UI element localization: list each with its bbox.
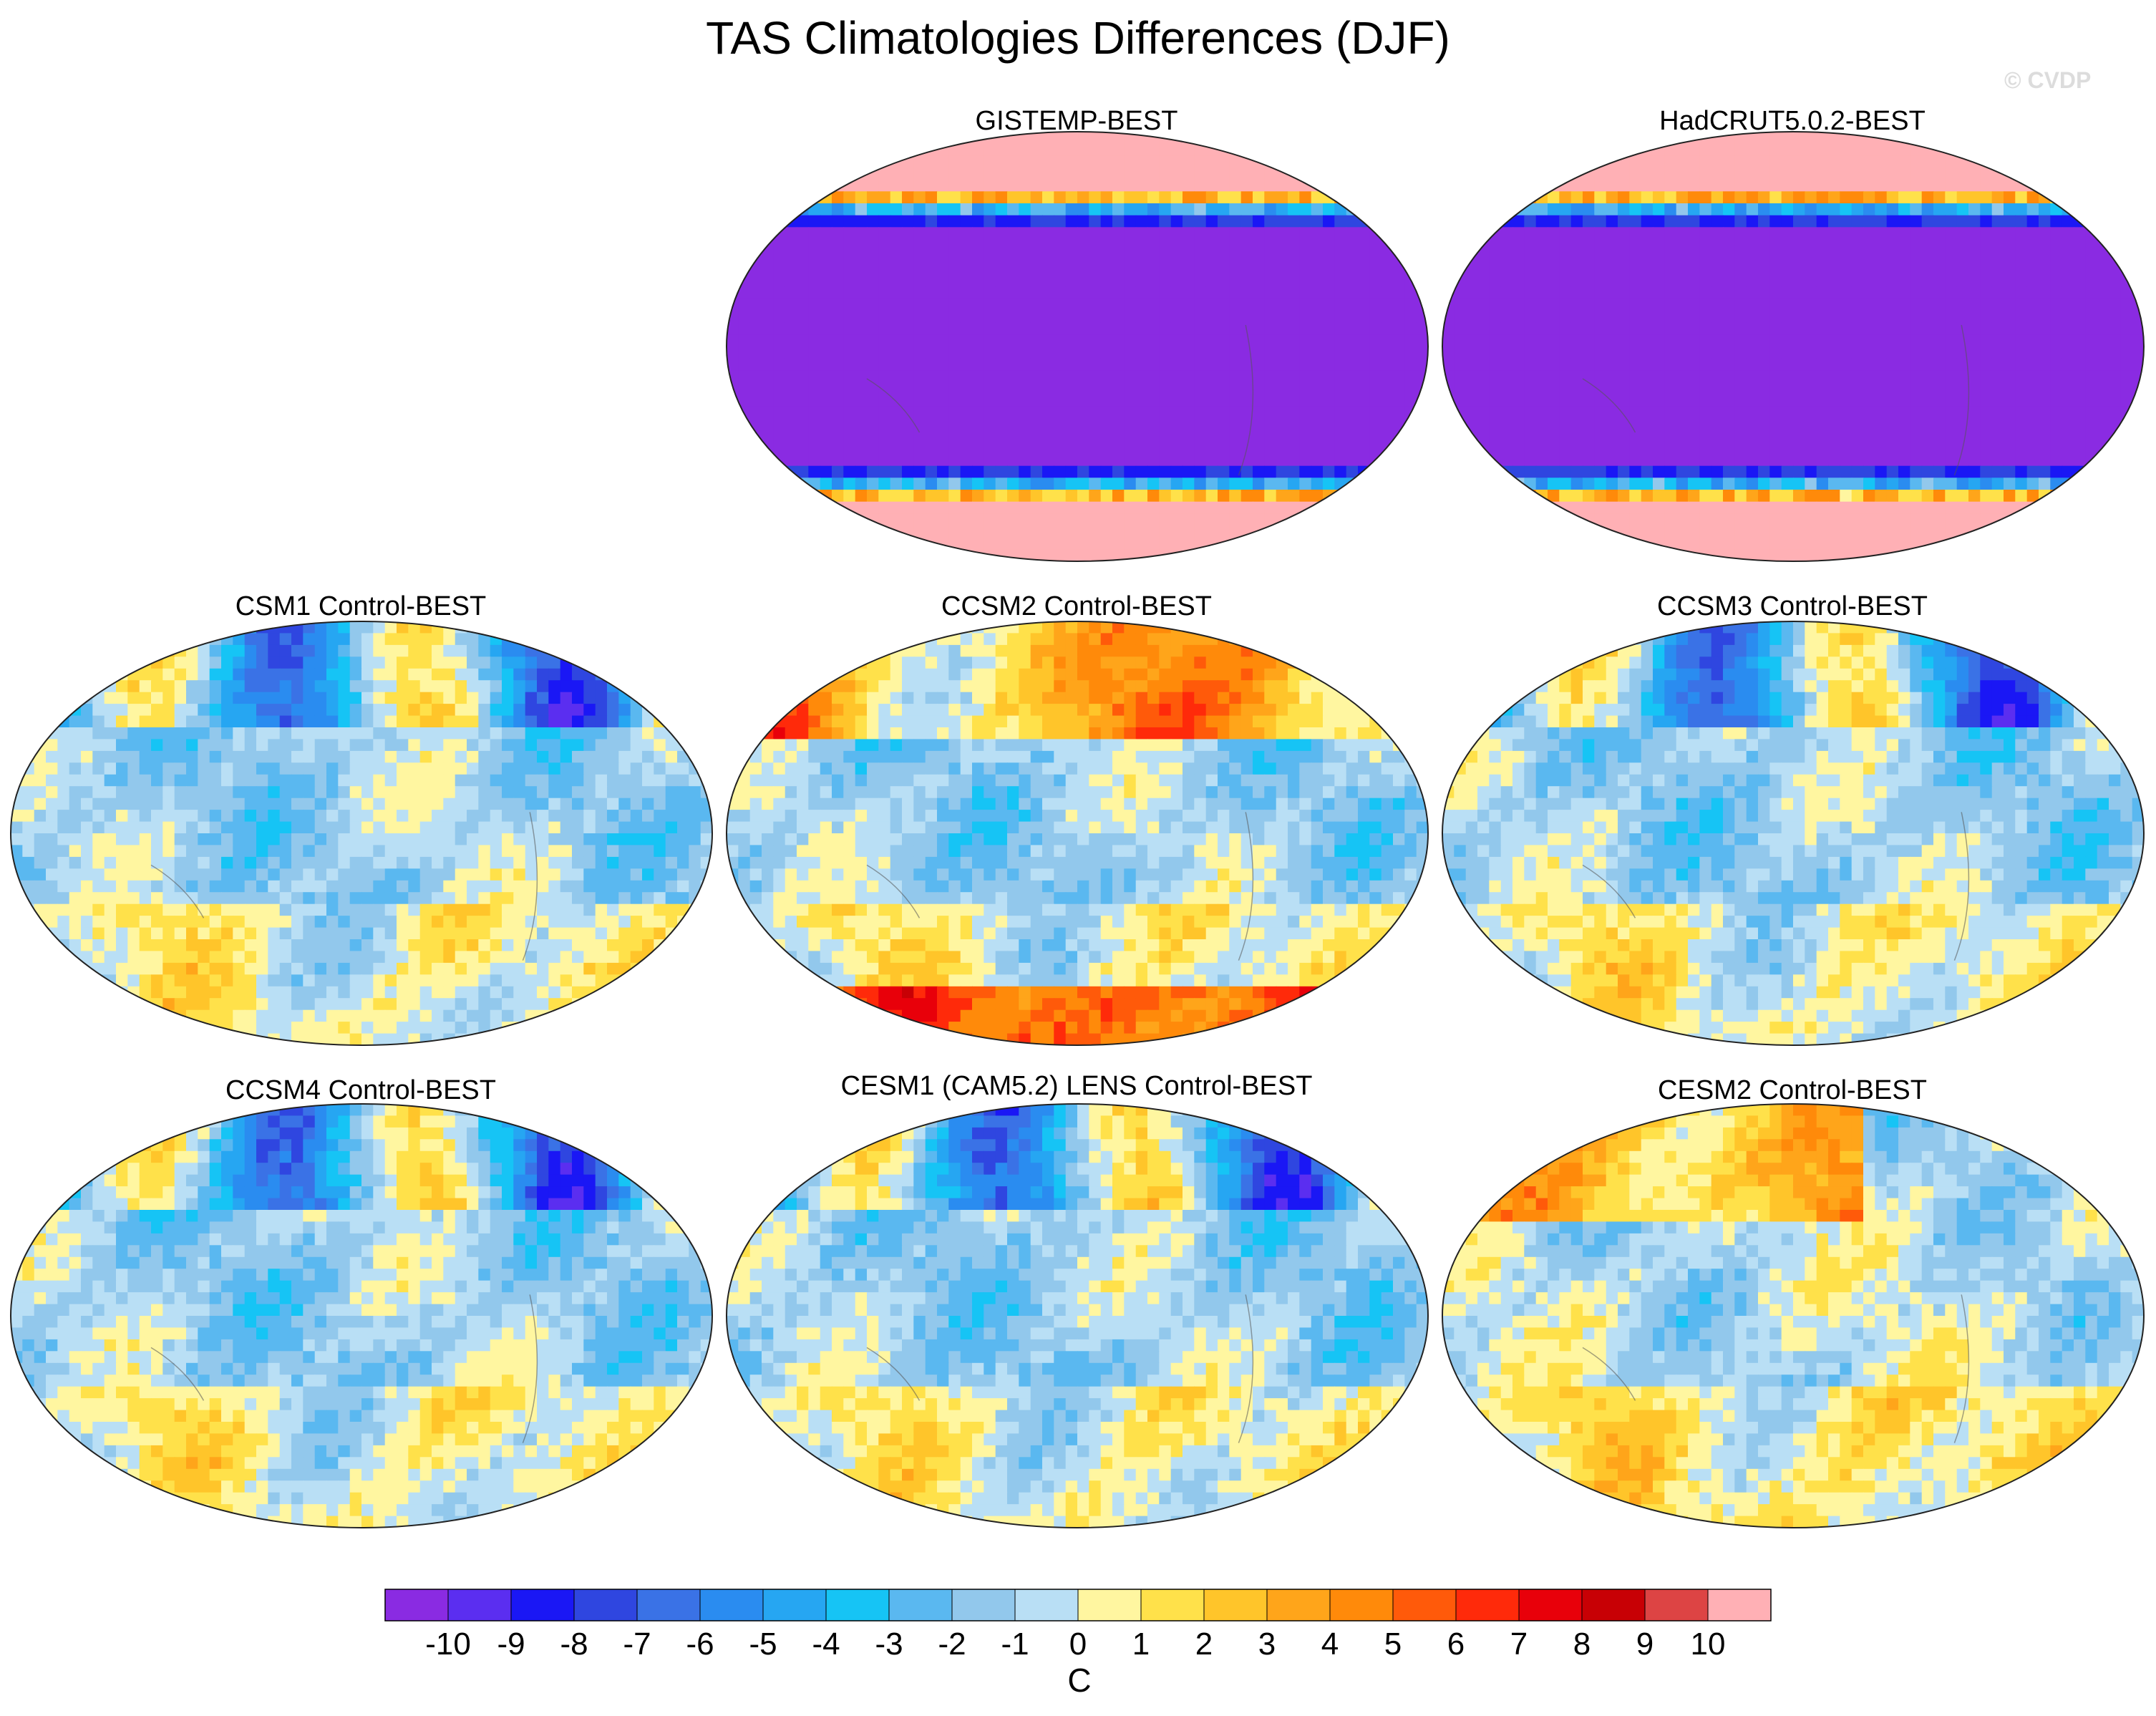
colorbar-box bbox=[511, 1589, 575, 1621]
colorbar-tick-label: 10 bbox=[1690, 1627, 1726, 1662]
colorbar-tick-label: -8 bbox=[560, 1627, 588, 1662]
colorbar-box bbox=[1141, 1589, 1205, 1621]
map-field-cesm1 bbox=[727, 1104, 1428, 1528]
map-field-cesm2 bbox=[1442, 1104, 2144, 1528]
colorbar-box bbox=[637, 1589, 701, 1621]
panel-title-ccsm2: CCSM2 Control-BEST bbox=[941, 591, 1212, 621]
map-border bbox=[10, 1103, 713, 1528]
map-field-ccsm3 bbox=[1442, 621, 2144, 1045]
map-field-hadcrut bbox=[1442, 132, 2144, 561]
panel-title-gistemp: GISTEMP-BEST bbox=[975, 106, 1178, 136]
map-panel-ccsm4 bbox=[10, 1103, 713, 1528]
colorbar-tick-label: -7 bbox=[623, 1627, 651, 1662]
coastline bbox=[866, 812, 1254, 961]
colorbar-box bbox=[574, 1589, 638, 1621]
colorbar-tick-label: 1 bbox=[1132, 1627, 1150, 1662]
map-panel-ccsm2 bbox=[726, 621, 1429, 1046]
map-panel-gistemp bbox=[726, 131, 1429, 562]
colorbar-tick-label: -6 bbox=[686, 1627, 714, 1662]
colorbar-tick-label: 7 bbox=[1510, 1627, 1528, 1662]
colorbar-box bbox=[1393, 1589, 1457, 1621]
colorbar-box bbox=[1330, 1589, 1394, 1621]
colorbar-box bbox=[1519, 1589, 1583, 1621]
colorbar-box bbox=[763, 1589, 827, 1621]
colorbar-tick-label: -9 bbox=[497, 1627, 525, 1662]
map-panel-cesm1 bbox=[726, 1103, 1429, 1528]
map-panel-cesm2 bbox=[1442, 1103, 2145, 1528]
figure-title: TAS Climatologies Differences (DJF) bbox=[706, 12, 1450, 64]
colorbar-box bbox=[385, 1589, 449, 1621]
map-border bbox=[726, 131, 1429, 562]
map-border bbox=[10, 621, 713, 1046]
colorbar bbox=[384, 1589, 1772, 1622]
colorbar-box bbox=[448, 1589, 512, 1621]
colorbar-tick-label: 8 bbox=[1573, 1627, 1591, 1662]
panel-title-cesm2: CESM2 Control-BEST bbox=[1658, 1075, 1927, 1105]
map-panel-csm1 bbox=[10, 621, 713, 1046]
colorbar-box bbox=[1015, 1589, 1079, 1621]
colorbar-tick-label: -4 bbox=[812, 1627, 840, 1662]
coastline bbox=[866, 324, 1254, 476]
colorbar-box bbox=[1708, 1589, 1772, 1621]
coastline bbox=[150, 1294, 538, 1443]
colorbar-tick-label: -3 bbox=[875, 1627, 903, 1662]
colorbar-tick-label: 6 bbox=[1447, 1627, 1465, 1662]
colorbar-box bbox=[1204, 1589, 1268, 1621]
coastline bbox=[1582, 1294, 1970, 1443]
colorbar-box bbox=[889, 1589, 953, 1621]
colorbar-tick-label: 9 bbox=[1636, 1627, 1654, 1662]
colorbar-tick-label: -2 bbox=[938, 1627, 966, 1662]
colorbar-box bbox=[1582, 1589, 1646, 1621]
map-border bbox=[1442, 1103, 2145, 1528]
map-border bbox=[1442, 621, 2145, 1046]
colorbar-tick-label: -5 bbox=[749, 1627, 777, 1662]
colorbar-tick-label: 4 bbox=[1321, 1627, 1339, 1662]
map-field-ccsm2 bbox=[727, 621, 1428, 1045]
cvdp-watermark: © CVDP bbox=[2004, 67, 2092, 93]
coastline bbox=[1582, 324, 1970, 476]
map-field-csm1 bbox=[11, 621, 712, 1045]
colorbar-box bbox=[700, 1589, 764, 1621]
map-border bbox=[726, 621, 1429, 1046]
colorbar-box bbox=[1078, 1589, 1142, 1621]
colorbar-box bbox=[1267, 1589, 1331, 1621]
colorbar-tick-label: 0 bbox=[1069, 1627, 1087, 1662]
map-field-gistemp bbox=[727, 132, 1428, 561]
map-field-ccsm4 bbox=[11, 1104, 712, 1528]
coastline bbox=[150, 812, 538, 961]
colorbar-tick-label: 2 bbox=[1195, 1627, 1213, 1662]
colorbar-tick-label: -1 bbox=[1001, 1627, 1029, 1662]
map-border bbox=[726, 1103, 1429, 1528]
colorbar-unit-label: C bbox=[1067, 1662, 1092, 1699]
colorbar-tick-label: -10 bbox=[425, 1627, 471, 1662]
panel-title-csm1: CSM1 Control-BEST bbox=[235, 591, 487, 621]
colorbar-box bbox=[952, 1589, 1016, 1621]
colorbar-box bbox=[826, 1589, 890, 1621]
coastline bbox=[1582, 812, 1970, 961]
colorbar-tick-label: 3 bbox=[1258, 1627, 1276, 1662]
colorbar-box bbox=[1645, 1589, 1709, 1621]
map-panel-hadcrut bbox=[1442, 131, 2145, 562]
colorbar-tick-label: 5 bbox=[1384, 1627, 1402, 1662]
coastline bbox=[866, 1294, 1254, 1443]
map-panel-ccsm3 bbox=[1442, 621, 2145, 1046]
panel-title-ccsm3: CCSM3 Control-BEST bbox=[1657, 591, 1928, 621]
panel-title-ccsm4: CCSM4 Control-BEST bbox=[225, 1075, 496, 1105]
panel-title-hadcrut: HadCRUT5.0.2-BEST bbox=[1659, 106, 1926, 136]
map-border bbox=[1442, 131, 2145, 562]
colorbar-box bbox=[1456, 1589, 1520, 1621]
panel-title-cesm1: CESM1 (CAM5.2) LENS Control-BEST bbox=[840, 1071, 1313, 1101]
